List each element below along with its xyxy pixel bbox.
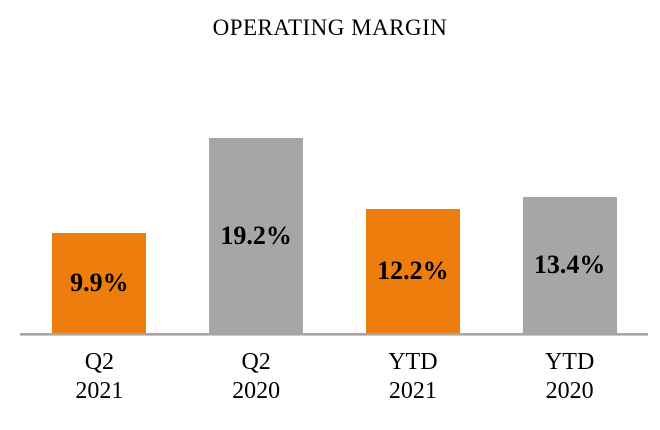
bar-slot-ytd-2020: 13.4%: [491, 0, 648, 333]
category-period: YTD: [388, 349, 438, 375]
category-label-q2-2020: Q2 2020: [178, 348, 335, 406]
data-label-ytd-2021: 12.2%: [377, 256, 449, 285]
x-axis-line: [20, 333, 648, 336]
bar-q2-2021: 9.9%: [52, 233, 147, 333]
bar-slot-q2-2020: 19.2%: [178, 0, 335, 333]
category-year: 2021: [75, 378, 124, 404]
bar-slot-q2-2021: 9.9%: [21, 0, 178, 333]
category-axis: Q2 2021 Q2 2020 YTD 2021 YTD 2020: [21, 348, 648, 406]
category-period: Q2: [241, 349, 271, 375]
bar-ytd-2021: 12.2%: [365, 209, 460, 333]
category-label-q2-2021: Q2 2021: [21, 348, 178, 406]
category-period: YTD: [544, 349, 595, 375]
category-label-ytd-2021: YTD 2021: [335, 348, 492, 406]
bar-slot-ytd-2021: 12.2%: [335, 0, 492, 333]
data-label-ytd-2020: 13.4%: [533, 250, 606, 279]
category-year: 2021: [388, 378, 437, 404]
category-label-ytd-2020: YTD 2020: [491, 348, 648, 406]
category-period: Q2: [84, 349, 115, 375]
category-year: 2020: [232, 378, 281, 404]
data-label-q2-2021: 9.9%: [70, 268, 129, 297]
bar-ytd-2020: 13.4%: [522, 197, 617, 333]
chart-title: OPERATING MARGIN: [212, 15, 448, 40]
plot-area: 9.9% 19.2% 12.2% 13.4%: [21, 0, 648, 333]
bar-q2-2020: 19.2%: [209, 138, 304, 333]
category-year: 2020: [545, 378, 594, 404]
data-label-q2-2020: 19.2%: [220, 220, 292, 250]
